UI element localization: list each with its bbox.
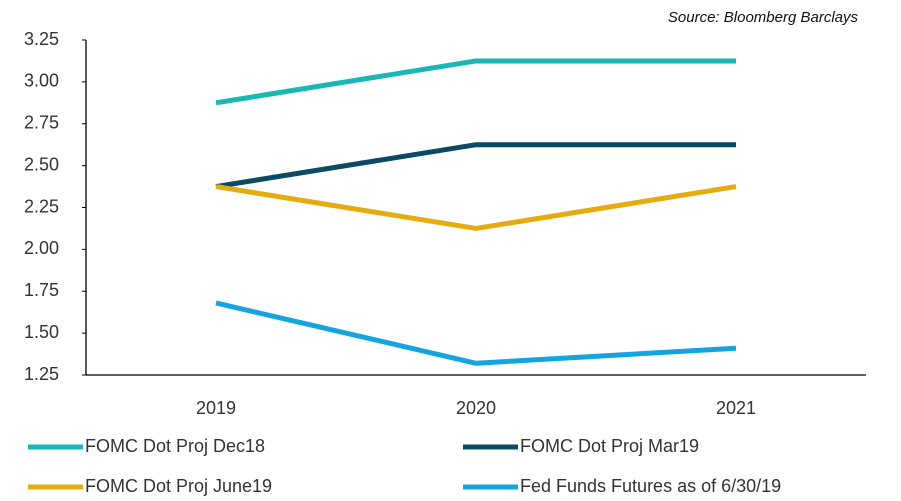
- legend-label: FOMC Dot Proj June19: [85, 476, 272, 496]
- y-tick-label: 3.00: [24, 71, 59, 91]
- x-tick-label: 2019: [196, 398, 236, 418]
- series-line: [215, 300, 737, 366]
- x-tick-label: 2020: [456, 398, 496, 418]
- y-tick-label: 1.75: [24, 280, 59, 300]
- legend-label: Fed Funds Futures as of 6/30/19: [520, 476, 781, 496]
- series-line: [215, 58, 736, 106]
- y-tick-label: 3.25: [24, 29, 59, 49]
- y-tick-label: 2.25: [24, 196, 59, 216]
- y-tick-label: 1.25: [24, 364, 59, 384]
- legend-label: FOMC Dot Proj Dec18: [85, 436, 265, 456]
- y-tick-label: 2.00: [24, 238, 59, 258]
- legend-label: FOMC Dot Proj Mar19: [520, 436, 699, 456]
- y-tick-label: 1.50: [24, 322, 59, 342]
- series-line: [215, 142, 736, 190]
- source-note: Source: Bloomberg Barclays: [668, 9, 859, 26]
- y-tick-label: 2.50: [24, 154, 59, 174]
- y-tick-label: 2.75: [24, 113, 59, 133]
- x-tick-label: 2021: [716, 398, 756, 418]
- series-line: [215, 184, 737, 231]
